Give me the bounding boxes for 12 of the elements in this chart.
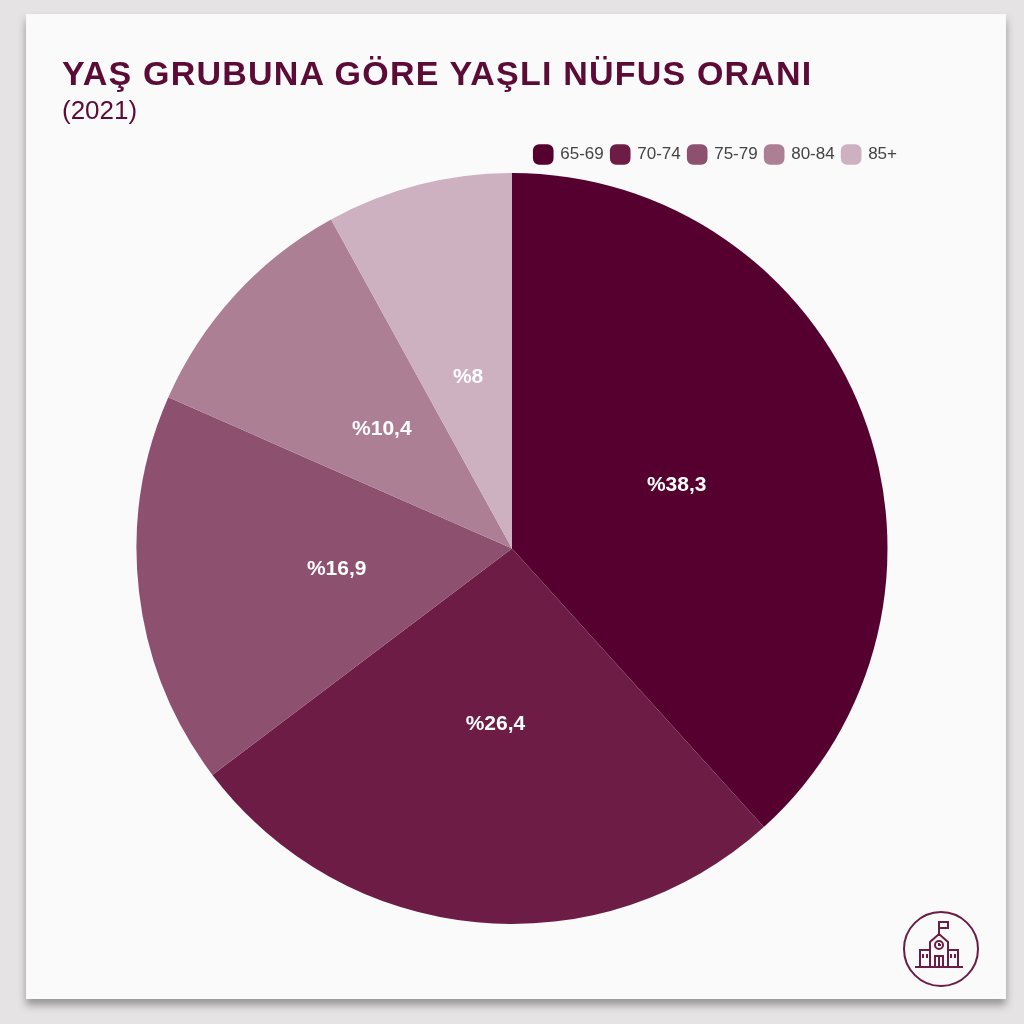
legend-label: 75-79 [714, 144, 758, 164]
data-label: %10,4 [352, 416, 412, 440]
legend-label: 85+ [868, 144, 898, 164]
data-label: %38,3 [646, 471, 707, 495]
data-label: %8 [452, 364, 484, 388]
chart-subtitle: (2021) [62, 95, 138, 126]
legend-label: 80-84 [791, 144, 835, 164]
data-label: %26,4 [465, 711, 526, 734]
legend-label: 65-69 [560, 144, 604, 164]
chart-title: YAŞ GRUBUNA GÖRE YAŞLI NÜFUS ORANI [62, 54, 813, 93]
legend-label: 70-74 [637, 144, 681, 164]
data-label: %16,9 [306, 555, 367, 579]
